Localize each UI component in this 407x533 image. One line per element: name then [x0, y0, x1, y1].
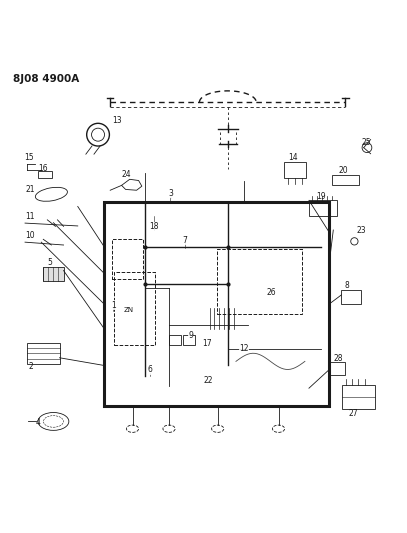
Text: 14: 14 [289, 153, 298, 162]
Bar [27, 343, 59, 364]
Text: 9: 9 [188, 331, 193, 340]
Bar [112, 239, 143, 279]
Text: 16: 16 [38, 164, 48, 173]
Bar [333, 175, 359, 185]
Text: 19: 19 [316, 192, 326, 201]
Bar [341, 289, 361, 304]
Text: 22: 22 [204, 376, 213, 385]
Bar [328, 362, 345, 375]
Text: 25: 25 [362, 138, 371, 147]
Text: 28: 28 [333, 353, 343, 362]
Text: 13: 13 [112, 116, 122, 125]
Bar [284, 162, 306, 178]
Text: 20: 20 [338, 166, 348, 175]
Text: 5: 5 [47, 259, 52, 267]
Text: 12: 12 [239, 344, 249, 353]
Bar [342, 385, 375, 409]
Text: 10: 10 [25, 231, 35, 240]
Bar [38, 171, 52, 179]
Text: 27: 27 [349, 409, 358, 418]
Text: 17: 17 [202, 339, 212, 348]
Text: 15: 15 [24, 153, 34, 162]
Bar [183, 335, 195, 345]
Text: 11: 11 [25, 212, 35, 221]
Text: 23: 23 [357, 226, 366, 235]
Text: 7: 7 [183, 236, 188, 245]
Bar [104, 201, 329, 407]
Text: 21: 21 [25, 185, 35, 194]
Bar [217, 249, 302, 314]
Bar [114, 272, 155, 345]
Text: 6: 6 [147, 366, 152, 374]
Text: 8: 8 [345, 281, 349, 290]
Text: 4: 4 [35, 418, 40, 427]
Text: 24: 24 [122, 170, 131, 179]
Bar [309, 200, 337, 216]
Text: 2: 2 [28, 362, 33, 371]
Text: 26: 26 [267, 288, 276, 297]
Text: 1: 1 [111, 301, 116, 310]
Text: 8J08 4900A: 8J08 4900A [13, 74, 79, 84]
Bar [169, 335, 181, 345]
Bar [43, 266, 63, 281]
Text: 18: 18 [149, 222, 159, 231]
Text: ZN: ZN [124, 307, 134, 313]
Text: 3: 3 [168, 189, 173, 198]
